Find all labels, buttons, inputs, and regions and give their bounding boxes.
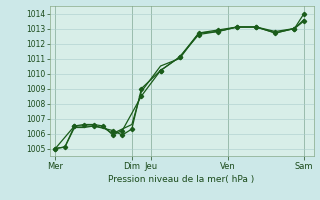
X-axis label: Pression niveau de la mer( hPa ): Pression niveau de la mer( hPa ) — [108, 175, 255, 184]
